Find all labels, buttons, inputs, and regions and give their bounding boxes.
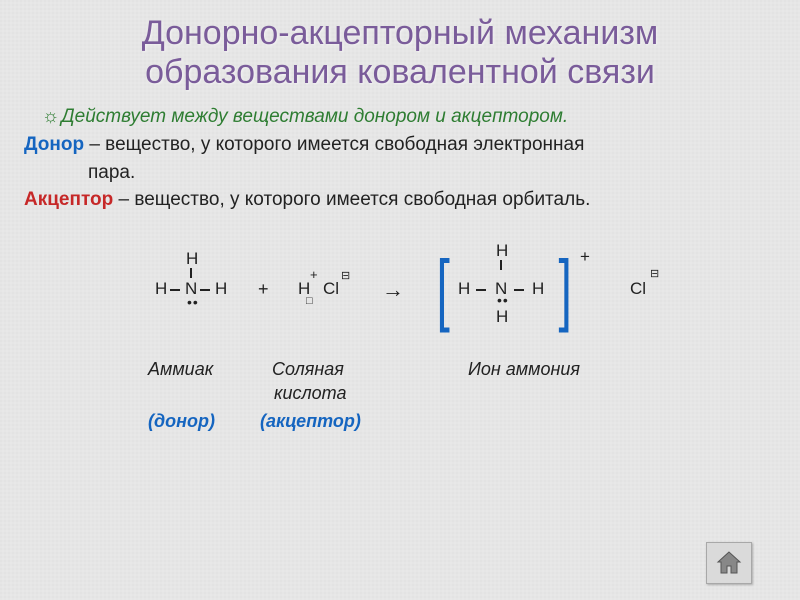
label-hcl: Соляная (272, 359, 344, 380)
donor-term: Донор (24, 134, 84, 155)
molname-ammonium: Ион аммония (468, 359, 580, 379)
bond (170, 289, 180, 291)
bullet-icon: ☼ (42, 106, 56, 128)
molname-hcl-2: кислота (274, 383, 346, 403)
house-icon (715, 550, 743, 576)
donor-definition: Донор – вещество, у которого имеется сво… (24, 132, 770, 158)
donor-definition-cont: пара. (24, 160, 770, 186)
bracket-left: [ (436, 249, 449, 329)
label-hcl-2: кислота (274, 383, 346, 404)
acceptor-def-text: – вещество, у которого имеется свободная… (113, 189, 590, 210)
atom-Cl: Cl (323, 279, 339, 299)
arrow-icon: → (382, 277, 404, 303)
title-line-2: образования ковалентной связи (145, 53, 655, 91)
title-line-1: Донорно-акцепторный механизм (142, 14, 659, 52)
label-donor-role: (донор) (148, 411, 215, 432)
species-labels: Аммиак Соляная кислота Ион аммония (доно… (40, 359, 760, 449)
slide-title: Донорно-акцепторный механизм образования… (0, 0, 800, 92)
atom-H: H (458, 279, 470, 299)
label-acceptor-role: (акцептор) (260, 411, 361, 432)
bond (514, 289, 524, 291)
donor-def-text: – вещество, у которого имеется свободная… (84, 134, 584, 155)
donor-def-text-2: пара. (88, 160, 770, 186)
bond (190, 268, 192, 278)
intro-line: ☼ Действует между веществами донором и а… (42, 106, 770, 128)
role-donor: (донор) (148, 411, 215, 431)
intro-text: Действует между веществами донором и акц… (61, 106, 568, 127)
atom-H: H (496, 241, 508, 261)
label-ammonium: Ион аммония (468, 359, 580, 380)
charge-minus: ⊟ (650, 267, 659, 280)
atom-H: H (532, 279, 544, 299)
acceptor-definition: Акцептор – вещество, у которого имеется … (24, 187, 770, 213)
lone-pair-icon: •• (497, 297, 509, 303)
acceptor-term: Акцептор (24, 189, 113, 210)
atom-H: H (186, 249, 198, 269)
role-acceptor: (акцептор) (260, 411, 361, 431)
bracket-right: ] (558, 249, 571, 329)
empty-box-icon: □ (306, 295, 313, 307)
lone-pair-icon: •• (187, 299, 199, 305)
atom-Cl: Cl (630, 279, 646, 299)
charge-minus: ⊟ (341, 269, 350, 282)
bond (200, 289, 210, 291)
plus-sign: + (258, 279, 269, 300)
charge-plus: + (580, 247, 590, 267)
molname-ammonia: Аммиак (148, 359, 213, 379)
bond (500, 260, 502, 270)
bond (476, 289, 486, 291)
atom-H: H (215, 279, 227, 299)
chemical-equation: H H N H •• + H + □ Cl ⊟ → [ H H N •• H H… (40, 231, 760, 351)
molname-hcl-1: Соляная (272, 359, 344, 379)
charge-plus: + (310, 267, 318, 282)
atom-H: H (496, 307, 508, 327)
label-ammonia: Аммиак (148, 359, 213, 380)
home-button[interactable] (706, 542, 752, 584)
atom-H: H (155, 279, 167, 299)
